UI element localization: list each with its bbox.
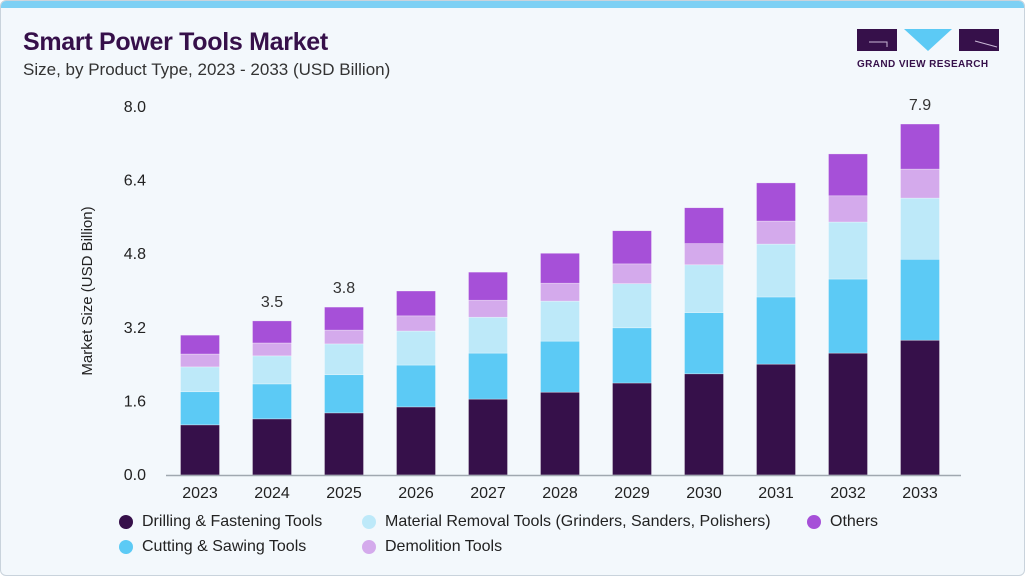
bar-segment (540, 252, 580, 284)
legend-label: Others (830, 513, 879, 530)
bar-segment (180, 334, 220, 355)
x-tick-label: 2028 (542, 485, 578, 502)
bar-segment (684, 373, 724, 476)
x-tick-label: 2032 (830, 485, 866, 502)
x-tick-label: 2029 (614, 485, 650, 502)
x-tick-label: 2026 (398, 485, 434, 502)
legend-swatch-icon (362, 515, 376, 529)
bar-segment (180, 353, 220, 368)
gvr-logo (857, 29, 999, 51)
x-tick-label: 2027 (470, 485, 506, 502)
bar-segment (612, 283, 652, 329)
legend-label: Drilling & Fastening Tools (142, 513, 323, 530)
bar-segment (828, 195, 868, 223)
x-tick-label: 2025 (326, 485, 362, 502)
bar-segment (900, 168, 940, 199)
legend-label: Demolition Tools (385, 538, 503, 555)
x-tick-label: 2030 (686, 485, 722, 502)
bar-segment (684, 264, 724, 313)
legend-item: Material Removal Tools (Grinders, Sander… (362, 513, 771, 531)
legend-item: Drilling & Fastening Tools (119, 513, 322, 531)
bar-segment (756, 182, 796, 222)
bar-segment (828, 153, 868, 197)
y-tick-label: 6.4 (124, 173, 146, 190)
x-tick-label: 2023 (182, 485, 218, 502)
bar-segment (324, 374, 364, 414)
bar-segment (828, 352, 868, 476)
bar-segment (468, 271, 508, 301)
bar-segment (252, 418, 292, 476)
y-tick-label: 3.2 (124, 320, 146, 337)
bar-segment (540, 300, 580, 342)
logo-text: GRAND VIEW RESEARCH (857, 59, 989, 70)
bar-segment (900, 123, 940, 170)
bar-segment (612, 327, 652, 384)
bar-segment (828, 278, 868, 354)
bar-segment (396, 364, 436, 408)
bar-segment (684, 243, 724, 266)
bar-segment (684, 312, 724, 375)
y-tick-label: 1.6 (124, 393, 146, 410)
chart-subtitle: Size, by Product Type, 2023 - 2033 (USD … (23, 60, 391, 79)
bar-segment (252, 320, 292, 344)
bar-segment (540, 282, 580, 302)
bar-segment (468, 299, 508, 318)
bar-segment (468, 316, 508, 354)
bar-segment (684, 207, 724, 244)
y-tick-label: 4.8 (124, 246, 146, 263)
bar-segment (612, 263, 652, 284)
bar-segment (540, 340, 580, 393)
bar-segment (180, 424, 220, 476)
y-axis-title: Market Size (USD Billion) (79, 206, 96, 375)
bar-segment (324, 412, 364, 476)
bar-segment (180, 391, 220, 426)
bar-segment (612, 382, 652, 476)
bar-segment (396, 315, 436, 332)
bar-segment (900, 197, 940, 260)
bar-segment (324, 329, 364, 345)
bar-segment (180, 366, 220, 393)
legend-label: Cutting & Sawing Tools (142, 538, 307, 555)
bar-segment (756, 243, 796, 298)
legend-label: Material Removal Tools (Grinders, Sander… (385, 513, 771, 530)
bar-segment (756, 296, 796, 365)
bar-segment (252, 355, 292, 385)
bar-segment (252, 383, 292, 420)
data-label: 3.8 (333, 280, 355, 297)
y-tick-label: 0.0 (124, 467, 146, 484)
bar-segment (324, 343, 364, 376)
bar-segment (828, 221, 868, 280)
legend-swatch-icon (362, 540, 376, 554)
y-tick-label: 8.0 (124, 99, 146, 116)
bar-segment (756, 220, 796, 245)
legend-item: Others (807, 513, 878, 531)
legend-item: Demolition Tools (362, 538, 502, 556)
bar-segment (396, 290, 436, 317)
chart-title: Smart Power Tools Market (23, 28, 328, 56)
bar-segment (396, 330, 436, 366)
legend-swatch-icon (807, 515, 821, 529)
x-tick-label: 2031 (758, 485, 794, 502)
x-tick-label: 2033 (902, 485, 938, 502)
data-label: 3.5 (261, 294, 283, 311)
bar-segment (756, 363, 796, 476)
bar-segment (468, 352, 508, 400)
accent-bar (1, 1, 1024, 8)
bar-segment (396, 406, 436, 476)
bar-segment (540, 391, 580, 476)
data-label: 7.9 (909, 97, 931, 114)
bar-segment (252, 342, 292, 357)
bar-segment (612, 230, 652, 265)
legend-swatch-icon (119, 515, 133, 529)
bar-segment (468, 398, 508, 476)
bar-segment (324, 306, 364, 331)
bar-segment (900, 258, 940, 341)
legend-item: Cutting & Sawing Tools (119, 538, 306, 556)
bar-segment (900, 339, 940, 476)
legend-swatch-icon (119, 540, 133, 554)
x-tick-label: 2024 (254, 485, 290, 502)
